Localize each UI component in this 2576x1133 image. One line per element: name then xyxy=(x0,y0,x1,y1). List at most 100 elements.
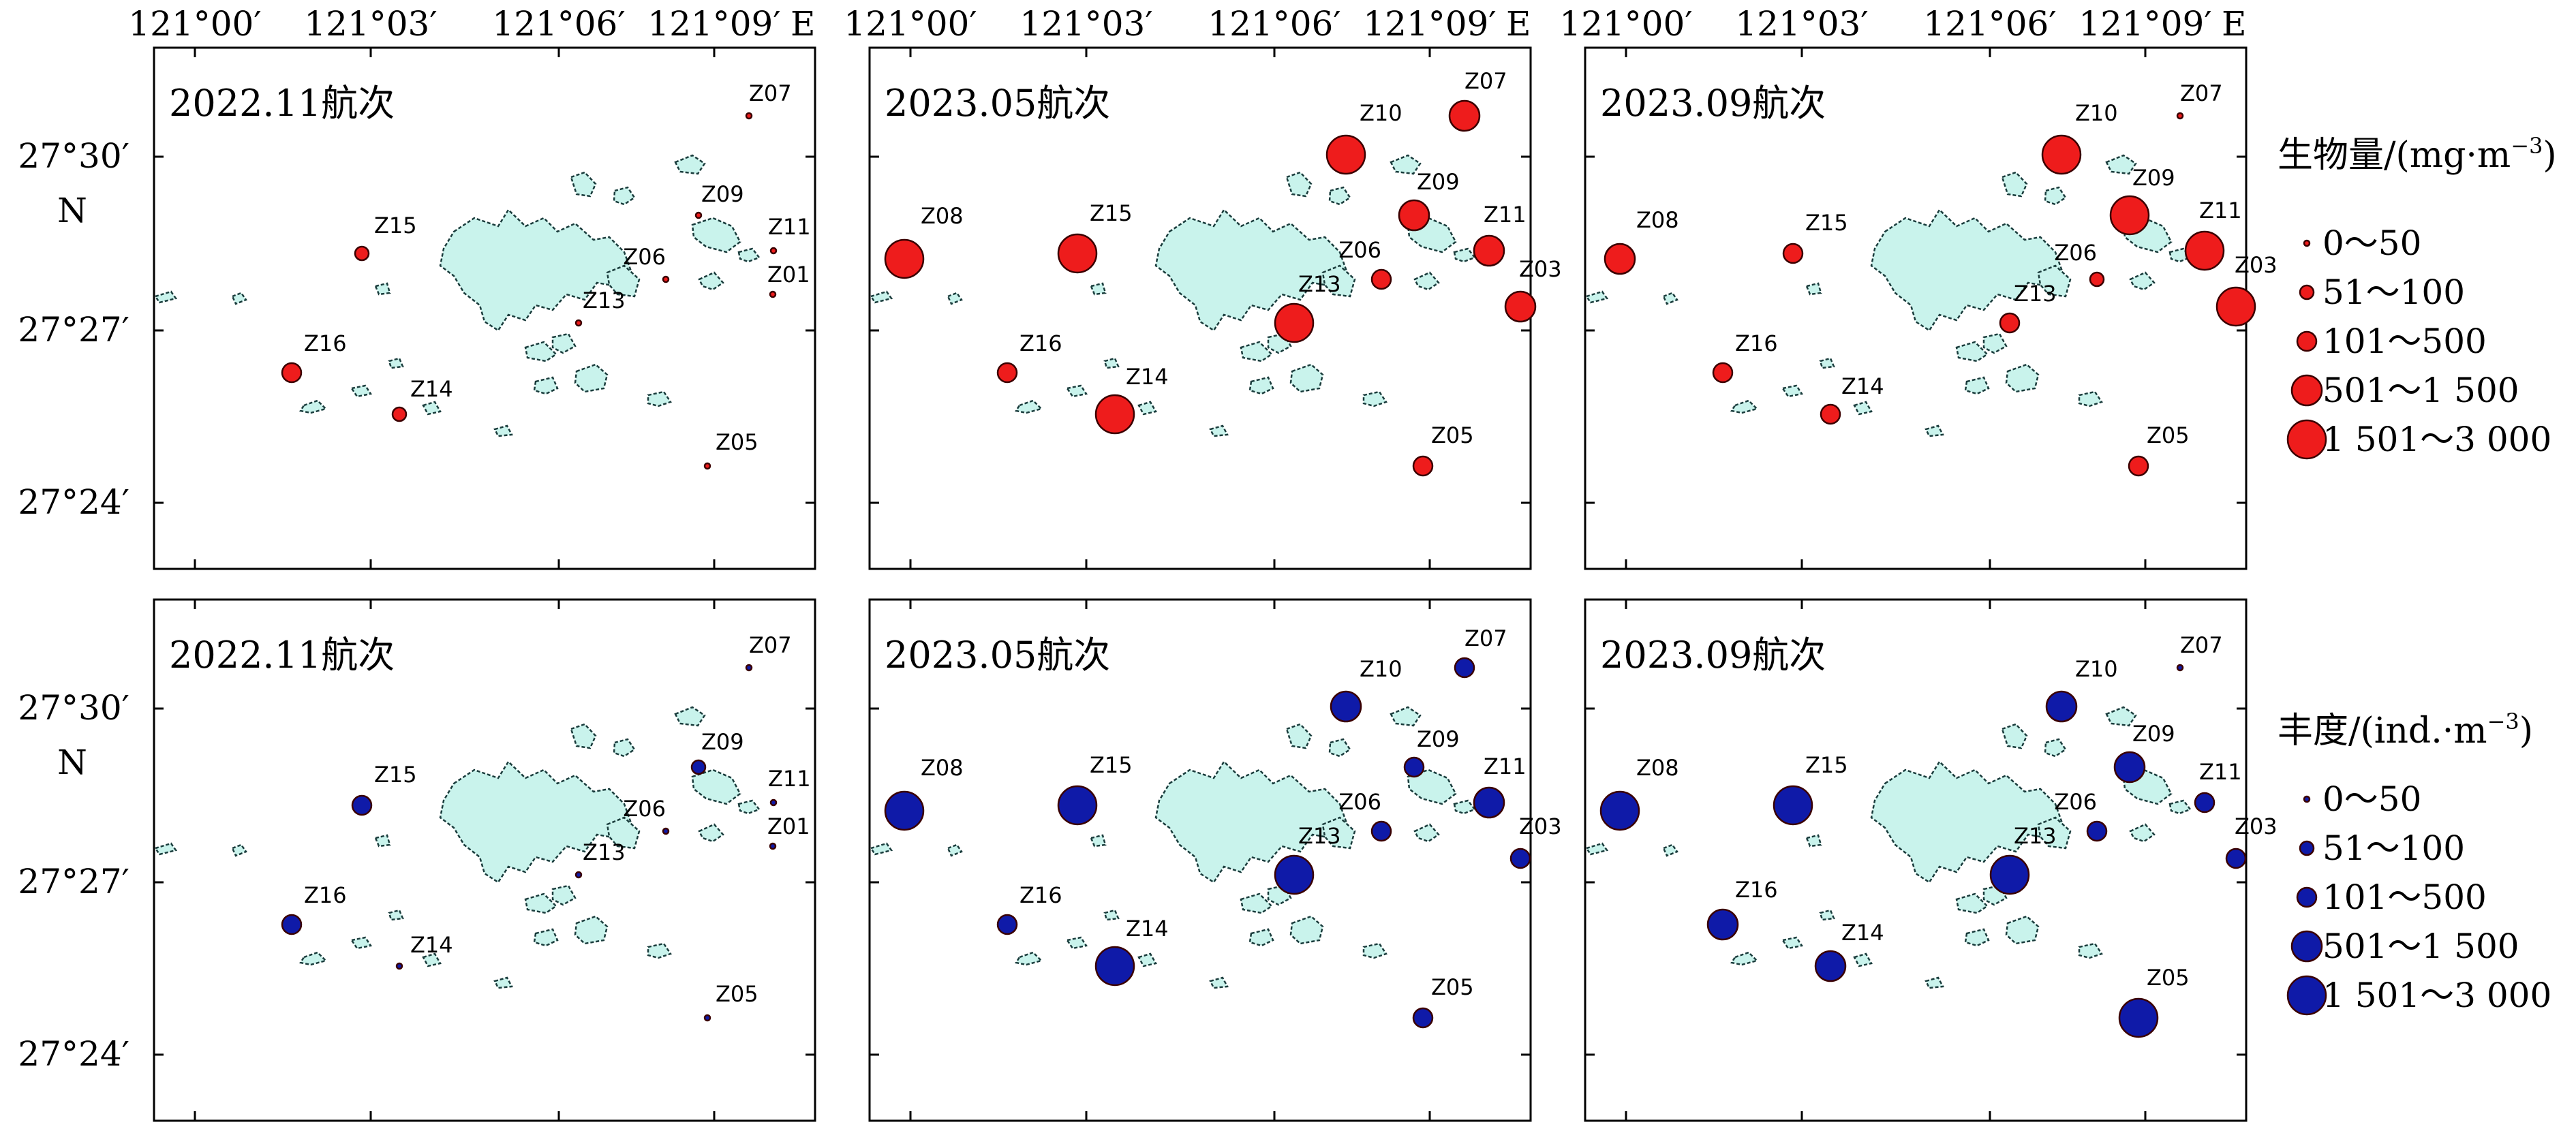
station-z09-marker xyxy=(1398,199,1430,232)
island-shape xyxy=(1585,842,1609,856)
station-z07-marker xyxy=(2176,112,2184,120)
station-z07-marker xyxy=(2176,664,2184,672)
island-shape xyxy=(533,928,559,947)
station-z13-label: Z13 xyxy=(583,839,626,865)
station-z16-marker xyxy=(1712,362,1734,384)
x-unit-label: E xyxy=(791,4,816,44)
station-z09-marker xyxy=(2113,751,2146,783)
island-shape xyxy=(674,154,706,175)
station-z13-label: Z13 xyxy=(1298,271,1341,297)
island-shape xyxy=(493,976,513,989)
station-z15-label: Z15 xyxy=(1090,752,1133,778)
island-shape xyxy=(1982,332,2008,354)
island-shape xyxy=(374,834,391,848)
station-z11-marker xyxy=(2194,792,2215,813)
station-z10-label: Z10 xyxy=(2075,100,2118,126)
island-shape xyxy=(1870,208,2064,332)
station-z07-marker xyxy=(1448,99,1481,132)
station-z09-marker xyxy=(1403,756,1425,778)
island-shape xyxy=(1662,292,1678,305)
legend-title-superscript: −3 xyxy=(2511,133,2543,159)
island-shape xyxy=(1103,357,1120,369)
station-z08-marker xyxy=(1599,790,1640,831)
station-z07-label: Z07 xyxy=(2180,80,2223,106)
island-shape xyxy=(388,357,404,369)
island-shape xyxy=(2001,171,2028,198)
island-shape xyxy=(1925,424,1944,437)
station-z15-marker xyxy=(1057,233,1098,274)
station-z06-label: Z06 xyxy=(623,796,666,822)
island-shape xyxy=(2037,816,2072,850)
station-z09-label: Z09 xyxy=(2132,721,2175,747)
station-z07-label: Z07 xyxy=(1465,625,1507,651)
station-z15-marker xyxy=(354,245,370,262)
island-shape xyxy=(1955,893,1989,914)
station-z05-label: Z05 xyxy=(716,981,758,1007)
island-shape xyxy=(1248,928,1274,947)
island-shape xyxy=(1453,247,1477,263)
station-z05-marker xyxy=(703,462,711,470)
station-z11-marker xyxy=(1473,786,1505,819)
panel-title: 2023.05航次 xyxy=(885,82,1110,125)
island-shape xyxy=(1853,952,1873,967)
station-z08-label: Z08 xyxy=(921,755,964,781)
island-shape xyxy=(1805,834,1822,848)
map-panel-biomass-2: 2023.05航次 Z07 Z10 Z09 Z11 Z08 Z15 Z06 Z03 Z13 Z16 Z… xyxy=(868,46,1562,570)
legend-class-label: 51～100 xyxy=(2322,828,2465,868)
station-z14-label: Z14 xyxy=(410,376,453,402)
station-z09-marker xyxy=(2109,195,2150,236)
island-shape xyxy=(1240,341,1273,362)
station-z05-marker xyxy=(2128,455,2149,477)
island-shape xyxy=(1870,760,2064,884)
x-tick-label: 121°06′ xyxy=(1208,4,1340,44)
station-z14-marker xyxy=(1094,946,1135,987)
island-shape xyxy=(1209,424,1229,437)
station-z06-marker xyxy=(662,275,670,283)
island-shape xyxy=(570,171,597,198)
x-tick-label: 121°09′ xyxy=(1363,4,1496,44)
station-z09-label: Z09 xyxy=(1417,726,1460,752)
island-shape xyxy=(647,942,672,959)
panel-title: 2023.09航次 xyxy=(1600,82,1826,125)
station-z06-label: Z06 xyxy=(623,244,666,270)
island-shape xyxy=(1289,363,1324,393)
island-shape xyxy=(1090,282,1107,296)
station-z10-marker xyxy=(1325,134,1366,175)
station-z15-label: Z15 xyxy=(1090,200,1133,226)
island-shape xyxy=(737,799,761,815)
legend-symbol xyxy=(2290,930,2323,963)
station-z14-marker xyxy=(391,406,408,422)
island-shape xyxy=(350,936,373,950)
island-shape xyxy=(2129,271,2156,291)
station-z16-label: Z16 xyxy=(1019,330,1062,356)
panel-title: 2022.11航次 xyxy=(169,634,395,677)
station-z13-label: Z13 xyxy=(2014,281,2057,307)
island-shape xyxy=(1154,760,1348,884)
station-z07-label: Z07 xyxy=(749,80,792,106)
island-shape xyxy=(613,186,636,206)
station-z03-label: Z03 xyxy=(1519,813,1562,839)
island-shape xyxy=(1014,951,1043,966)
legend-symbol xyxy=(2296,330,2318,352)
island-shape xyxy=(606,816,641,850)
legend-symbol xyxy=(2290,374,2323,407)
x-unit-label: E xyxy=(1506,4,1531,44)
station-z13-label: Z13 xyxy=(2014,823,2057,849)
station-z08-marker xyxy=(1604,243,1636,275)
map-panel-abundance-2: 2023.05航次 Z07 Z10 Z09 Z11 Z08 Z15 Z06 Z03 Z13 Z16 Z… xyxy=(868,598,1562,1122)
legend-class-label: 0～50 xyxy=(2322,223,2421,263)
station-z03-marker xyxy=(1509,848,1531,869)
station-z15-label: Z15 xyxy=(1805,752,1848,778)
island-shape xyxy=(737,247,761,263)
island-shape xyxy=(388,909,404,921)
island-shape xyxy=(1362,390,1387,407)
panel-title: 2023.05航次 xyxy=(885,634,1110,677)
station-z15-marker xyxy=(351,794,373,816)
station-z13-marker xyxy=(1989,854,2030,895)
legend-class-label: 501～1 500 xyxy=(2322,371,2519,410)
x-tick-label: 121°06′ xyxy=(1923,4,2056,44)
station-z16-marker xyxy=(281,362,303,384)
legend-class-label: 0～50 xyxy=(2322,779,2421,819)
island-shape xyxy=(2105,706,2137,727)
x-tick-label: 121°00′ xyxy=(1559,4,1692,44)
